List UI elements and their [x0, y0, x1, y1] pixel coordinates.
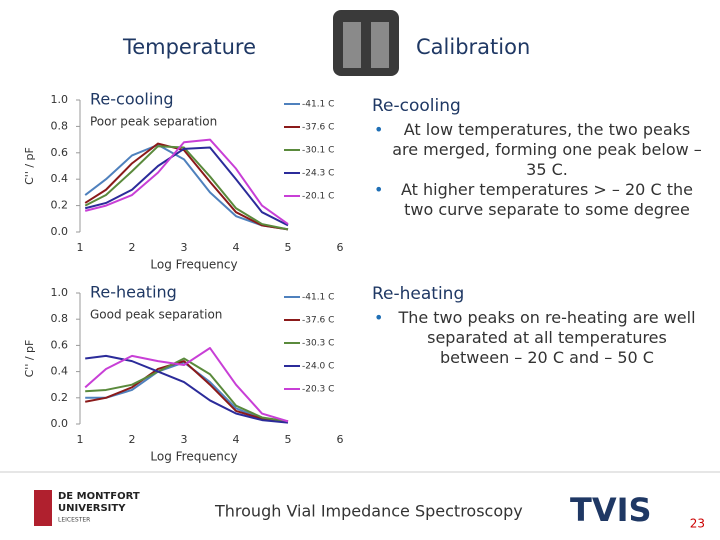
x-axis-label: Log Frequency — [150, 450, 237, 464]
note-heading: Re-cooling — [372, 96, 461, 116]
title: Calibration — [416, 35, 530, 59]
tagline: Through Vial Impedance Spectroscopy — [214, 502, 523, 521]
logo-shield — [34, 490, 52, 526]
bullet: At low temperatures, the two peaks are m… — [374, 120, 702, 180]
series-line — [84, 143, 289, 231]
bullets: The two peaks on re-heating are well sep… — [372, 308, 702, 368]
university: LEICESTER — [58, 517, 90, 524]
x-tick-label: 5 — [285, 241, 292, 254]
series-line — [85, 357, 289, 423]
x-tick-label: 2 — [129, 433, 136, 446]
x-tick-label: 4 — [233, 241, 240, 254]
series-line — [84, 142, 289, 231]
series-line — [84, 145, 289, 231]
x-tick-label: 6 — [337, 241, 344, 254]
vial-icon — [343, 22, 361, 68]
series-line — [85, 360, 289, 423]
x-tick-label: 2 — [129, 241, 136, 254]
y-tick-label: 1.0 — [51, 286, 69, 299]
x-tick-label: 3 — [181, 433, 188, 446]
legend-label: -24.3 C — [302, 169, 334, 179]
legend-label: -20.3 C — [302, 385, 334, 395]
x-tick-label: 5 — [285, 433, 292, 446]
legend-label: -24.0 C — [302, 362, 334, 372]
university: UNIVERSITY — [58, 503, 126, 514]
y-tick-label: 0.0 — [51, 225, 69, 238]
legend-label: -30.1 C — [302, 146, 334, 156]
note: Re-heating The two peaks on re-heating a… — [372, 284, 702, 368]
vial-icon — [371, 22, 389, 68]
series-line — [84, 347, 289, 423]
y-tick-label: 0.8 — [51, 312, 69, 325]
x-tick-label: 3 — [181, 241, 188, 254]
series-line — [84, 146, 289, 227]
university: DE MONTFORT — [58, 491, 140, 502]
x-axis-label: Log Frequency — [150, 258, 237, 272]
y-tick-label: 0.0 — [51, 417, 69, 430]
bullet: At higher temperatures > – 20 C the two … — [374, 180, 702, 220]
note: Re-cooling At low temperatures, the two … — [372, 96, 702, 220]
bullets: At low temperatures, the two peaks are m… — [372, 120, 702, 220]
series-line — [85, 361, 289, 423]
y-tick-label: 0.2 — [51, 199, 69, 212]
title-image — [333, 10, 399, 76]
series-line — [84, 138, 289, 225]
page-number: 23 — [690, 517, 705, 531]
chart-title: Re-heating — [90, 283, 177, 302]
legend-label: -41.1 C — [302, 293, 334, 303]
chart-subtitle: Poor peak separation — [90, 115, 217, 129]
y-tick-label: 0.4 — [51, 172, 69, 185]
x-tick-label: 6 — [337, 433, 344, 446]
chart-subtitle: Good peak separation — [90, 308, 222, 322]
y-tick-label: 0.6 — [51, 146, 69, 159]
tvis-logo: TVIS — [570, 491, 652, 529]
series-line — [85, 354, 289, 424]
chart-title: Re-cooling — [90, 90, 174, 109]
y-tick-label: 0.2 — [51, 391, 69, 404]
legend-label: -37.6 C — [302, 316, 334, 326]
legend-label: -30.3 C — [302, 339, 334, 349]
y-tick-label: 0.4 — [51, 365, 69, 378]
x-tick-label: 4 — [233, 433, 240, 446]
bullet: The two peaks on re-heating are well sep… — [374, 308, 702, 368]
y-tick-label: 0.6 — [51, 338, 69, 351]
x-tick-label: 1 — [77, 241, 84, 254]
legend-label: -41.1 C — [302, 100, 334, 110]
y-tick-label: 1.0 — [51, 93, 69, 106]
y-axis-label: C'' / pF — [23, 147, 36, 185]
x-tick-label: 1 — [77, 433, 84, 446]
title: Temperature — [122, 35, 256, 59]
legend-label: -20.1 C — [302, 192, 334, 202]
legend-label: -37.6 C — [302, 123, 334, 133]
y-axis-label: C'' / pF — [23, 340, 36, 378]
y-tick-label: 0.8 — [51, 119, 69, 132]
note-heading: Re-heating — [372, 284, 465, 304]
